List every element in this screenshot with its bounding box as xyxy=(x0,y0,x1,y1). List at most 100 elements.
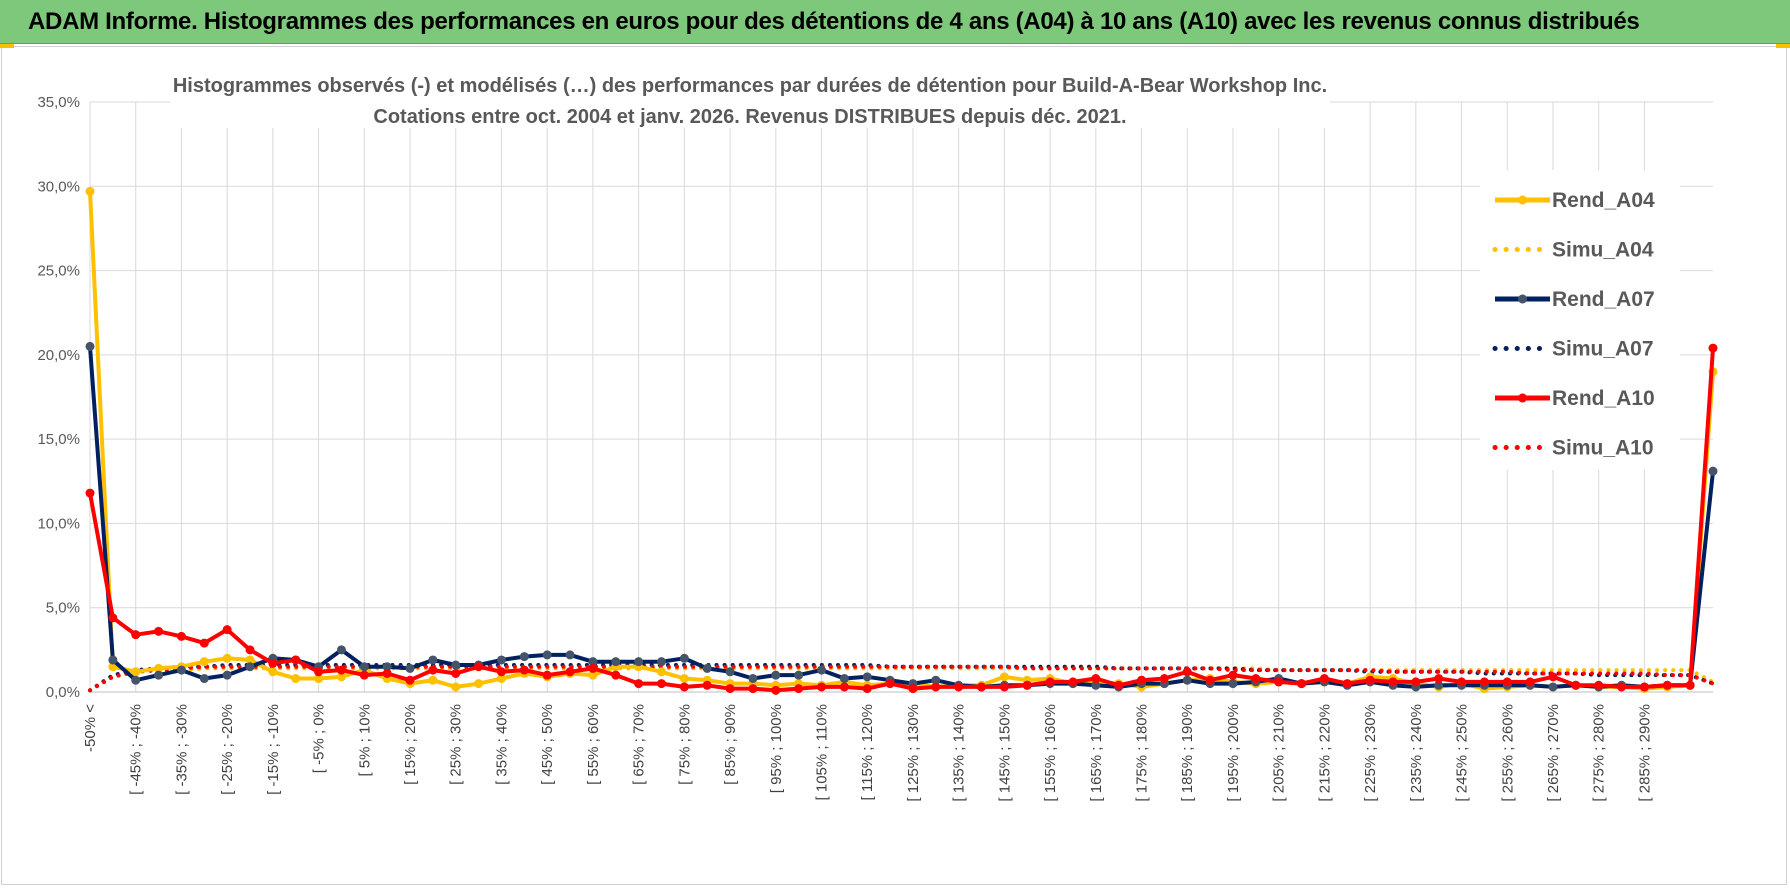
data-point-rend-a07 xyxy=(702,663,712,673)
data-point-rend-a10 xyxy=(336,665,346,675)
data-point-rend-a07 xyxy=(336,645,346,655)
data-point-rend-a07 xyxy=(862,672,872,682)
data-point-rend-a07 xyxy=(794,670,804,680)
data-point-rend-a10 xyxy=(1617,682,1627,692)
y-tick-label: 35,0% xyxy=(37,94,80,111)
x-tick-label: [ 175% ; 180% xyxy=(1134,704,1151,802)
legend: Rend_A04 Simu_A04 Rend_A07 Simu_A07 Rend_A10… xyxy=(1480,170,1680,470)
data-point-rend-a10 xyxy=(748,684,758,694)
data-point-rend-a10 xyxy=(1594,680,1604,690)
data-point-rend-a10 xyxy=(1045,677,1055,687)
data-point-rend-a10 xyxy=(1502,677,1512,687)
chart-title-line-1: Histogrammes observés (-) et modélisés (… xyxy=(173,75,1327,97)
data-point-rend-a10 xyxy=(1388,677,1398,687)
legend-marker-rend-a04 xyxy=(1518,195,1527,205)
corner-accent-right xyxy=(1776,44,1790,48)
series-line-rend-a10 xyxy=(88,347,1715,693)
data-point-rend-a04 xyxy=(999,672,1009,682)
x-tick-label: [ 35% ; 40% xyxy=(493,704,510,785)
data-point-rend-a07 xyxy=(1708,466,1718,476)
data-point-rend-a10 xyxy=(382,668,392,678)
chart-frame xyxy=(1,46,1787,885)
x-tick-label: [ 215% ; 220% xyxy=(1316,704,1333,802)
data-point-rend-a07 xyxy=(656,657,666,667)
data-point-rend-a10 xyxy=(108,613,118,623)
data-point-rend-a07 xyxy=(199,674,209,684)
data-point-rend-a10 xyxy=(977,682,987,692)
data-point-rend-a10 xyxy=(885,679,895,689)
chart-title: Histogrammes observés (-) et modélisés (… xyxy=(170,66,1330,128)
legend-label-rend-a07: Rend_A07 xyxy=(1552,288,1655,311)
data-point-rend-a04 xyxy=(656,667,666,677)
data-point-rend-a10 xyxy=(588,663,598,673)
data-point-rend-a10 xyxy=(1548,672,1558,682)
data-point-rend-a07 xyxy=(771,670,781,680)
data-point-rend-a07 xyxy=(565,650,575,660)
data-point-rend-a10 xyxy=(474,662,484,672)
data-point-rend-a04 xyxy=(85,186,95,196)
data-point-rend-a07 xyxy=(634,657,644,667)
data-point-rend-a07 xyxy=(451,660,461,670)
x-tick-label: [ 65% ; 70% xyxy=(631,704,648,785)
y-tick-label: 25,0% xyxy=(37,263,80,280)
data-point-rend-a10 xyxy=(1068,677,1078,687)
legend-label-simu-a10: Simu_A10 xyxy=(1552,437,1654,460)
data-point-rend-a10 xyxy=(908,684,918,694)
x-tick-label: -50% < xyxy=(82,704,99,752)
data-point-rend-a07 xyxy=(245,662,255,672)
chart-title-background xyxy=(170,66,1330,128)
y-tick-label: 15,0% xyxy=(37,431,80,448)
series xyxy=(85,186,1718,695)
x-tick-label: [ 135% ; 140% xyxy=(951,704,968,802)
data-point-rend-a10 xyxy=(1297,679,1307,689)
data-point-rend-a04 xyxy=(451,682,461,692)
data-point-rend-a10 xyxy=(1114,680,1124,690)
y-tick-label: 20,0% xyxy=(37,347,80,364)
data-point-rend-a10 xyxy=(1228,670,1238,680)
x-tick-label: [ 285% ; 290% xyxy=(1636,704,1653,802)
series-line-rend-a07 xyxy=(88,346,1715,689)
x-tick-label: [ 55% ; 60% xyxy=(585,704,602,785)
data-point-rend-a10 xyxy=(702,680,712,690)
data-point-rend-a07 xyxy=(748,674,758,684)
data-point-rend-a10 xyxy=(1205,675,1215,685)
data-point-rend-a10 xyxy=(1571,680,1581,690)
data-point-rend-a04 xyxy=(268,667,278,677)
data-point-rend-a10 xyxy=(496,667,506,677)
data-point-rend-a10 xyxy=(1479,677,1489,687)
data-point-rend-a10 xyxy=(1457,677,1467,687)
y-tick-label: 0,0% xyxy=(46,684,80,701)
x-tick-label: [ 255% ; 260% xyxy=(1499,704,1516,802)
data-point-rend-a10 xyxy=(1137,675,1147,685)
data-point-rend-a10 xyxy=(1022,680,1032,690)
data-point-rend-a07 xyxy=(542,650,552,660)
legend-label-rend-a10: Rend_A10 xyxy=(1552,387,1655,410)
data-point-rend-a10 xyxy=(999,682,1009,692)
data-point-rend-a07 xyxy=(428,655,438,665)
x-tick-label: [ 115% ; 120% xyxy=(859,704,876,800)
data-point-rend-a10 xyxy=(565,667,575,677)
data-point-rend-a10 xyxy=(954,682,964,692)
x-tick-label: [ 275% ; 280% xyxy=(1591,704,1608,802)
x-tick-label: [ 15% ; 20% xyxy=(402,704,419,785)
data-point-rend-a10 xyxy=(931,682,941,692)
data-point-rend-a07 xyxy=(679,653,689,663)
data-point-rend-a07 xyxy=(108,655,118,665)
x-tick-label: [ -25% ; -20% xyxy=(219,704,236,795)
data-point-rend-a10 xyxy=(771,685,781,695)
data-point-rend-a10 xyxy=(405,675,415,685)
x-tick-label: [ 155% ; 160% xyxy=(1042,704,1059,802)
y-tick-label: 30,0% xyxy=(37,178,80,195)
data-point-rend-a07 xyxy=(1548,682,1558,692)
data-point-rend-a07 xyxy=(816,665,826,675)
x-tick-label: [ -15% ; -10% xyxy=(265,704,282,795)
x-tick-label: [ 5% ; 10% xyxy=(356,704,373,777)
x-tick-label: [ 185% ; 190% xyxy=(1179,704,1196,802)
x-tick-label: [ 25% ; 30% xyxy=(448,704,465,785)
legend-label-simu-a07: Simu_A07 xyxy=(1552,338,1654,361)
data-point-rend-a07 xyxy=(176,665,186,675)
data-point-rend-a07 xyxy=(222,670,232,680)
data-point-rend-a10 xyxy=(519,665,529,675)
data-point-rend-a10 xyxy=(1708,343,1718,353)
